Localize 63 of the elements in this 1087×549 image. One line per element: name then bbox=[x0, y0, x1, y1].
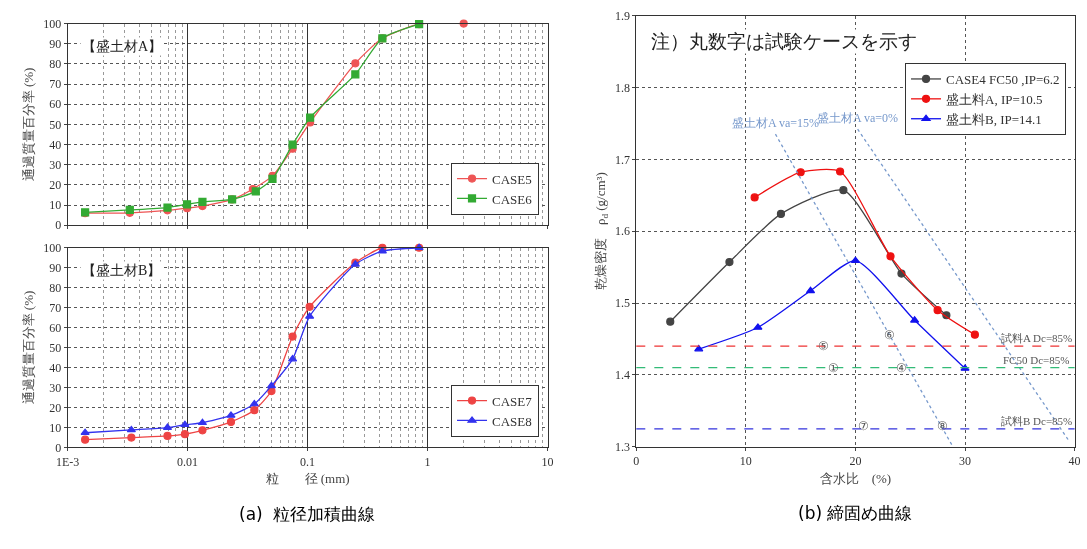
y-tick-label: 0 bbox=[55, 440, 62, 455]
y-tick-label: 20 bbox=[49, 400, 62, 415]
y-tick-label: 100 bbox=[43, 240, 62, 255]
x-tick-label: 30 bbox=[959, 454, 972, 469]
y-tick-label: 1.7 bbox=[614, 152, 630, 167]
legend-label: CASE8 bbox=[492, 413, 532, 429]
x-tick-label: 20 bbox=[849, 454, 862, 469]
text: (b) 締固め曲線 bbox=[798, 503, 913, 523]
legend-label: 盛土料B, IP=14.1 bbox=[946, 111, 1042, 127]
y-tick-label: 90 bbox=[49, 36, 62, 51]
legend-label: CASE4 FC50 ,IP=6.2 bbox=[946, 72, 1060, 88]
x-tick-label: 10 bbox=[541, 454, 554, 469]
legend-label: CASE7 bbox=[492, 393, 533, 409]
y-tick-label: 10 bbox=[49, 198, 62, 213]
x-axis-title: 含水比 (%) bbox=[819, 470, 892, 486]
y-tick-label: 0 bbox=[55, 218, 62, 233]
y-tick-label: 80 bbox=[49, 57, 62, 72]
x-tick-label: 40 bbox=[1068, 454, 1081, 469]
annotation: 【盛土材B】 bbox=[82, 263, 162, 278]
y-tick-label: 1.4 bbox=[614, 368, 630, 383]
y-tick-label: 70 bbox=[49, 300, 62, 315]
annotation: 試料B Dc=85% bbox=[1001, 415, 1073, 427]
y-tick-label: 1.6 bbox=[614, 224, 630, 239]
y-tick-label: 20 bbox=[49, 178, 62, 193]
annotation: ① bbox=[828, 361, 839, 375]
annotation: 試料A Dc=85% bbox=[1001, 332, 1073, 344]
series-label: 盛土材A va=0% bbox=[817, 111, 899, 125]
y-tick-label: 1.3 bbox=[614, 439, 630, 454]
legend-label: 盛土料A, IP=10.5 bbox=[946, 91, 1043, 107]
y-axis-title: 通過質量百分率 (%) bbox=[21, 290, 37, 405]
y-axis-title: 通過質量百分率 (%) bbox=[21, 67, 37, 182]
x-tick-label: 0.1 bbox=[300, 454, 316, 469]
y-tick-label: 80 bbox=[49, 280, 62, 295]
annotation: 注）丸数字は試験ケースを示す bbox=[651, 31, 917, 52]
y-tick-label: 60 bbox=[49, 97, 62, 112]
y-tick-label: 30 bbox=[49, 157, 62, 172]
y-tick-label: 1.9 bbox=[614, 8, 630, 23]
x-tick-label: 1E-3 bbox=[55, 454, 80, 469]
annotation: FC50 Dc=85% bbox=[1003, 354, 1070, 366]
annotation: ⑥ bbox=[884, 328, 895, 342]
legend-label: CASE5 bbox=[492, 171, 532, 187]
text: (a) 粒径加積曲線 bbox=[239, 504, 376, 524]
y-tick-label: 90 bbox=[49, 260, 62, 275]
x-tick-label: 0 bbox=[633, 454, 640, 469]
y-tick-label: 40 bbox=[49, 137, 62, 152]
y-tick-label: 100 bbox=[43, 16, 62, 31]
annotation: 【盛土材A】 bbox=[82, 39, 163, 54]
y-tick-label: 1.8 bbox=[614, 80, 630, 95]
y-tick-label: 50 bbox=[49, 340, 62, 355]
annotation: ④ bbox=[896, 361, 907, 375]
x-axis-title: 粒 径 (mm) bbox=[265, 471, 350, 487]
y-tick-label: 60 bbox=[49, 320, 62, 335]
y-tick-label: 30 bbox=[49, 380, 62, 395]
annotation: ⑦ bbox=[858, 419, 869, 433]
x-tick-label: 10 bbox=[739, 454, 752, 469]
legend-label: CASE6 bbox=[492, 191, 533, 207]
x-tick-label: 0.01 bbox=[177, 454, 199, 469]
y-tick-label: 40 bbox=[49, 360, 62, 375]
y-tick-label: 70 bbox=[49, 77, 62, 92]
y-tick-label: 10 bbox=[49, 420, 62, 435]
y-tick-label: 1.5 bbox=[614, 296, 630, 311]
x-tick-label: 1 bbox=[424, 454, 431, 469]
y-tick-label: 50 bbox=[49, 117, 62, 132]
